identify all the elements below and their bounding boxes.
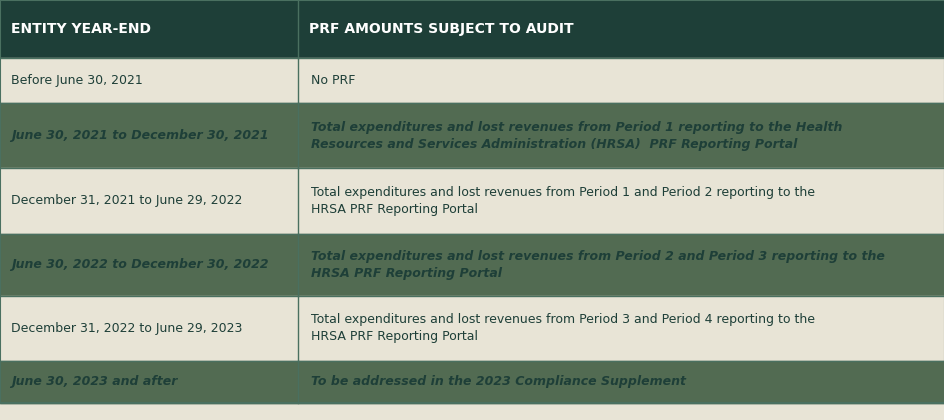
Bar (297, 168, 944, 234)
Bar (0, 296, 297, 361)
Bar (0, 361, 297, 403)
Bar (0, 0, 944, 58)
Bar (297, 361, 944, 403)
Bar (0, 103, 297, 168)
Text: PRF AMOUNTS SUBJECT TO AUDIT: PRF AMOUNTS SUBJECT TO AUDIT (309, 22, 573, 36)
Text: Total expenditures and lost revenues from Period 1 reporting to the Health
Resou: Total expenditures and lost revenues fro… (311, 121, 841, 151)
Text: Total expenditures and lost revenues from Period 3 and Period 4 reporting to the: Total expenditures and lost revenues fro… (311, 313, 814, 343)
Text: Total expenditures and lost revenues from Period 2 and Period 3 reporting to the: Total expenditures and lost revenues fro… (311, 249, 884, 280)
Text: December 31, 2022 to June 29, 2023: December 31, 2022 to June 29, 2023 (11, 322, 243, 335)
Text: ENTITY YEAR-END: ENTITY YEAR-END (11, 22, 151, 36)
Bar (297, 103, 944, 168)
Text: No PRF: No PRF (311, 74, 355, 87)
Text: June 30, 2023 and after: June 30, 2023 and after (11, 375, 177, 388)
Text: June 30, 2022 to December 30, 2022: June 30, 2022 to December 30, 2022 (11, 258, 269, 271)
Text: June 30, 2021 to December 30, 2021: June 30, 2021 to December 30, 2021 (11, 129, 269, 142)
Bar (297, 296, 944, 361)
Text: Before June 30, 2021: Before June 30, 2021 (11, 74, 143, 87)
Text: December 31, 2021 to June 29, 2022: December 31, 2021 to June 29, 2022 (11, 194, 243, 207)
Text: To be addressed in the 2023 Compliance Supplement: To be addressed in the 2023 Compliance S… (311, 375, 685, 388)
Bar (297, 234, 944, 296)
Text: Total expenditures and lost revenues from Period 1 and Period 2 reporting to the: Total expenditures and lost revenues fro… (311, 186, 814, 216)
Bar (297, 58, 944, 103)
Bar (0, 234, 297, 296)
Bar (0, 58, 297, 103)
Bar (0, 168, 297, 234)
